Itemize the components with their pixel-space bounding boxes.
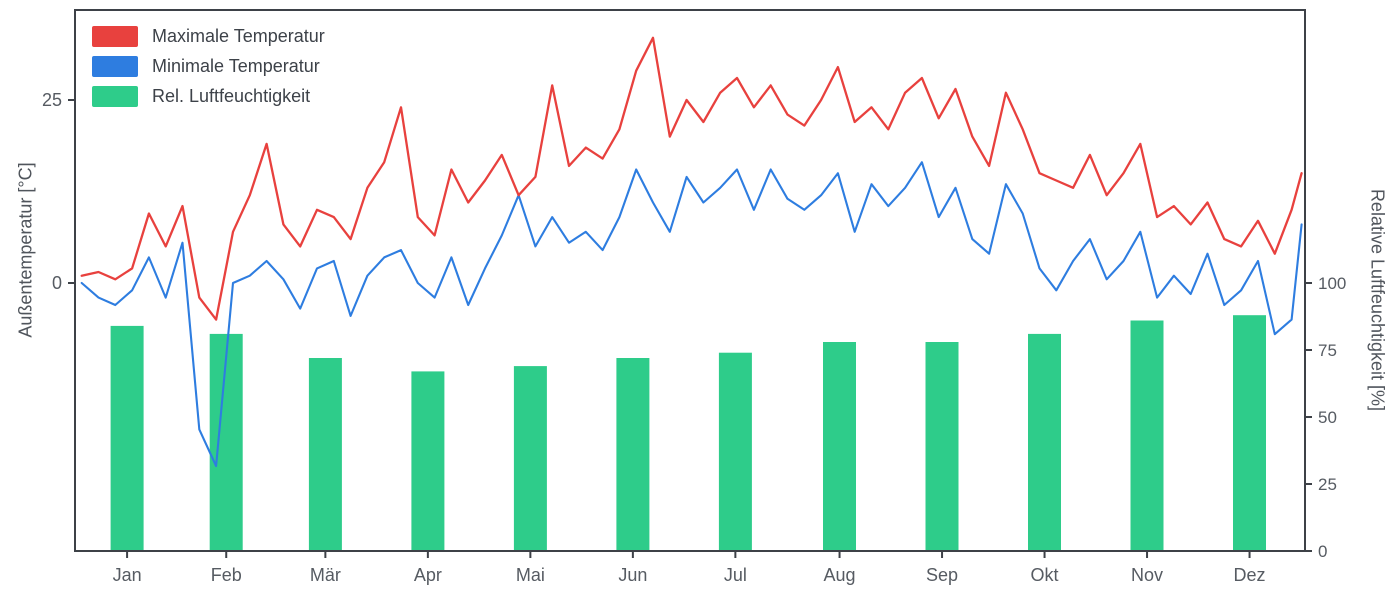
legend-item-humidity: Rel. Luftfeuchtigkeit xyxy=(92,86,325,107)
x-tick-label: Apr xyxy=(414,565,442,585)
x-tick-label: Aug xyxy=(824,565,856,585)
left-tick-label: 25 xyxy=(42,90,62,110)
humidity-bar xyxy=(308,358,342,551)
humidity-bar xyxy=(110,325,144,551)
legend-swatch-humidity xyxy=(92,86,138,107)
x-tick-label: Jan xyxy=(113,565,142,585)
x-tick-label: Jul xyxy=(724,565,747,585)
right-tick-label: 100 xyxy=(1318,274,1346,293)
left-axis-title: Außentemperatur [°C] xyxy=(15,162,36,338)
x-tick-label: Mär xyxy=(310,565,341,585)
min-temp-line xyxy=(80,161,1303,468)
legend-label-max-temp: Maximale Temperatur xyxy=(152,26,325,46)
humidity-bar xyxy=(1028,333,1061,551)
legend-swatch-min-temp xyxy=(92,56,138,77)
legend-item-max-temp: Maximale Temperatur xyxy=(92,26,325,47)
humidity-bar xyxy=(823,342,856,551)
humidity-bar xyxy=(411,371,445,551)
right-axis-title: Relative Luftfeuchtigkeit [%] xyxy=(1367,188,1388,412)
humidity-bar xyxy=(925,342,959,551)
humidity-bar xyxy=(513,366,547,551)
humidity-bar xyxy=(1130,320,1164,551)
x-tick-label: Sep xyxy=(926,565,958,585)
x-tick-label: Jun xyxy=(618,565,647,585)
humidity-bar xyxy=(616,358,650,551)
max-temp-line xyxy=(80,36,1303,321)
right-tick-label: 75 xyxy=(1318,341,1337,360)
x-tick-label: Nov xyxy=(1131,565,1163,585)
right-tick-label: 25 xyxy=(1318,475,1337,494)
legend-label-humidity: Rel. Luftfeuchtigkeit xyxy=(152,86,311,106)
legend-label-min-temp: Minimale Temperatur xyxy=(152,56,320,76)
humidity-bar xyxy=(718,352,752,551)
x-tick-label: Feb xyxy=(211,565,242,585)
x-tick-label: Okt xyxy=(1031,565,1059,585)
humidity-bar xyxy=(1233,315,1266,551)
right-tick-label: 50 xyxy=(1318,408,1337,427)
plot-border xyxy=(74,9,1306,552)
legend-swatch-max-temp xyxy=(92,26,138,47)
x-tick-label: Dez xyxy=(1234,565,1266,585)
legend: Maximale Temperatur Minimale Temperatur … xyxy=(92,26,325,107)
left-tick-label: 0 xyxy=(52,273,62,293)
humidity-bar xyxy=(209,333,243,551)
x-tick-label: Mai xyxy=(516,565,545,585)
legend-item-min-temp: Minimale Temperatur xyxy=(92,56,325,77)
right-tick-label: 0 xyxy=(1318,542,1327,561)
